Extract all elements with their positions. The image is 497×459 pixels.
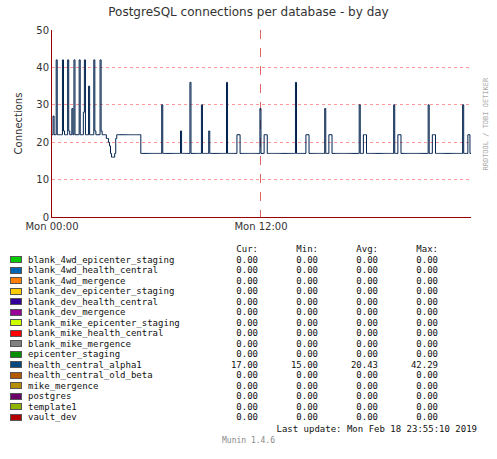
html-text:17.00: 17.00 <box>230 359 258 370</box>
html-text:0.00: 0.00 <box>356 412 378 422</box>
html-text:blank_mike_mergence: blank_mike_mergence <box>28 338 131 349</box>
html-text:blank_4wd_health_central: blank_4wd_health_central <box>28 265 158 275</box>
html-text:0.00: 0.00 <box>296 338 318 349</box>
html-text:0.00: 0.00 <box>296 275 318 286</box>
html-text:Munin 1.4.6: Munin 1.4.6 <box>222 435 275 445</box>
html-text:0.00: 0.00 <box>236 307 258 317</box>
html-text:0.00: 0.00 <box>236 391 258 401</box>
html-text:Last update: Mon Feb 18 23:55:: Last update: Mon Feb 18 23:55:10 2019 <box>276 423 477 434</box>
html-text:0.00: 0.00 <box>296 391 318 401</box>
html-text:0.00: 0.00 <box>356 286 378 296</box>
html-text:0.00: 0.00 <box>296 412 318 422</box>
html-text:0.00: 0.00 <box>356 307 378 317</box>
html-text:0.00: 0.00 <box>356 317 378 328</box>
html-text:0.00: 0.00 <box>236 380 258 391</box>
html-text:0.00: 0.00 <box>236 401 258 412</box>
html-text:0.00: 0.00 <box>236 275 258 286</box>
html-text:0.00: 0.00 <box>356 296 378 307</box>
html-text:mike_mergence: mike_mergence <box>28 380 99 391</box>
svg-text:20: 20 <box>36 137 49 148</box>
html-text:0.00: 0.00 <box>416 275 438 286</box>
html-text:template1: template1 <box>28 401 77 412</box>
svg-text:Connections: Connections <box>13 93 24 155</box>
html-text:0.00: 0.00 <box>236 349 258 359</box>
html-text:0.00: 0.00 <box>296 265 318 275</box>
html-text:0.00: 0.00 <box>236 286 258 296</box>
html-text:0.00: 0.00 <box>416 401 438 412</box>
html-text:0.00: 0.00 <box>356 401 378 412</box>
html-text:0.00: 0.00 <box>416 328 438 338</box>
html-text:0.00: 0.00 <box>416 286 438 296</box>
html-text:0.00: 0.00 <box>416 338 438 349</box>
svg-text:30: 30 <box>36 99 49 110</box>
html-text:0.00: 0.00 <box>416 307 438 317</box>
html-text:Avg:: Avg: <box>356 244 378 254</box>
html-text:0.00: 0.00 <box>416 391 438 401</box>
html-text:0.00: 0.00 <box>356 391 378 401</box>
html-text:0.00: 0.00 <box>236 317 258 328</box>
html-text:blank_dev_mergence: blank_dev_mergence <box>28 307 126 317</box>
svg-text:50: 50 <box>36 25 49 36</box>
svg-text:PostgreSQL connections per dat: PostgreSQL connections per database - by… <box>108 5 388 19</box>
html-text:15.00: 15.00 <box>290 359 318 370</box>
html-text:postgres: postgres <box>28 391 72 401</box>
html-text:Min:: Min: <box>296 244 318 254</box>
html-text:blank_dev_health_central: blank_dev_health_central <box>28 296 158 307</box>
html-text:blank_mike_epicenter_staging: blank_mike_epicenter_staging <box>28 317 180 328</box>
html-text:0.00: 0.00 <box>296 317 318 328</box>
html-text:0.00: 0.00 <box>296 328 318 338</box>
html-text:blank_4wd_epicenter_staging: blank_4wd_epicenter_staging <box>28 254 175 265</box>
html-text:0.00: 0.00 <box>236 265 258 275</box>
html-text:0.00: 0.00 <box>416 370 438 380</box>
html-text:0.00: 0.00 <box>296 401 318 412</box>
html-text:0.00: 0.00 <box>416 254 438 265</box>
html-text:0.00: 0.00 <box>356 275 378 286</box>
html-text:0.00: 0.00 <box>356 265 378 275</box>
html-text:health_central_old_beta: health_central_old_beta <box>28 370 153 380</box>
html-text:blank_4wd_mergence: blank_4wd_mergence <box>28 275 126 286</box>
html-text:0.00: 0.00 <box>356 328 378 338</box>
html-text:0.00: 0.00 <box>416 265 438 275</box>
html-text:0.00: 0.00 <box>356 370 378 380</box>
html-text:42.29: 42.29 <box>410 359 438 370</box>
html-text:blank_mike_health_central: blank_mike_health_central <box>28 328 164 338</box>
html-text:0.00: 0.00 <box>236 370 258 380</box>
html-text:0.00: 0.00 <box>296 349 318 359</box>
html-text:0.00: 0.00 <box>356 349 378 359</box>
html-text:Max:: Max: <box>416 244 438 254</box>
html-text:0.00: 0.00 <box>296 286 318 296</box>
html-text:0.00: 0.00 <box>236 254 258 265</box>
html-text:0.00: 0.00 <box>356 338 378 349</box>
html-text:0.00: 0.00 <box>296 254 318 265</box>
svg-text:10: 10 <box>36 174 49 185</box>
svg-text:0: 0 <box>43 212 49 223</box>
html-text:0.00: 0.00 <box>416 296 438 307</box>
html-text:0.00: 0.00 <box>296 380 318 391</box>
html-text:0.00: 0.00 <box>236 338 258 349</box>
html-text:Cur:: Cur: <box>236 244 258 254</box>
svg-text:RRDTOOL / TOBI OETIKER: RRDTOOL / TOBI OETIKER <box>482 77 490 171</box>
html-text:0.00: 0.00 <box>236 412 258 422</box>
html-text:0.00: 0.00 <box>416 317 438 328</box>
html-text:0.00: 0.00 <box>416 349 438 359</box>
html-text:0.00: 0.00 <box>416 412 438 422</box>
svg-text:Mon 12:00: Mon 12:00 <box>234 221 287 232</box>
svg-text:Mon 00:00: Mon 00:00 <box>25 221 78 232</box>
html-text:0.00: 0.00 <box>356 380 378 391</box>
svg-text:40: 40 <box>36 62 49 73</box>
html-text:0.00: 0.00 <box>236 328 258 338</box>
html-text:0.00: 0.00 <box>296 307 318 317</box>
html-text:0.00: 0.00 <box>296 370 318 380</box>
html-text:0.00: 0.00 <box>416 380 438 391</box>
html-text:0.00: 0.00 <box>236 296 258 307</box>
html-text:health_central_alpha1: health_central_alpha1 <box>28 359 142 370</box>
html-text:vault_dev: vault_dev <box>28 412 77 422</box>
html-text:20.43: 20.43 <box>350 359 378 370</box>
html-text:epicenter_staging: epicenter_staging <box>28 349 121 359</box>
html-text:0.00: 0.00 <box>296 296 318 307</box>
html-text:0.00: 0.00 <box>356 254 378 265</box>
html-text:blank_dev_epicenter_staging: blank_dev_epicenter_staging <box>28 286 175 296</box>
